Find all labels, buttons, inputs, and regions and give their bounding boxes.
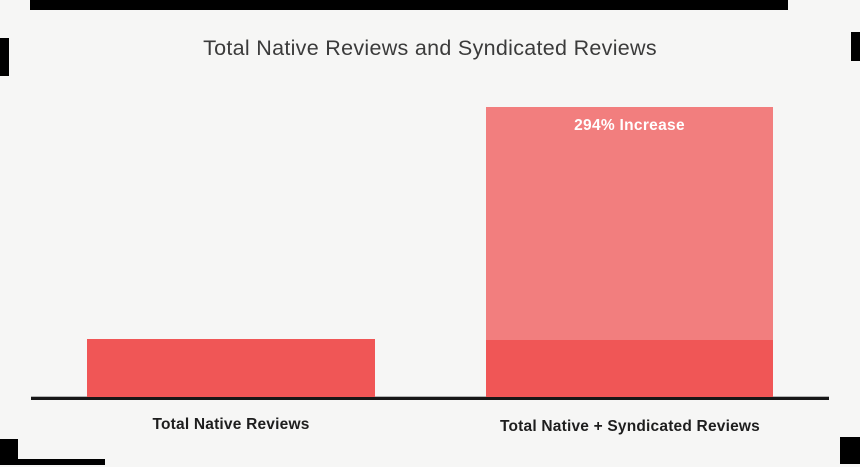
transparency-artifact-bottom-strip [0,459,105,465]
chart-title: Total Native Reviews and Syndicated Revi… [203,36,657,60]
x-label-total-native-reviews: Total Native Reviews [152,416,310,433]
bar-total-native-reviews [87,339,375,397]
transparency-artifact-bottom-right [840,437,860,464]
transparency-artifact-left-sliver [0,38,9,76]
x-label-total-native-syndicated-reviews: Total Native + Syndicated Reviews [499,418,760,435]
increase-annotation: 294% Increase [574,117,685,134]
x-axis-line [31,397,829,400]
transparency-artifact-bottom-left [0,439,18,465]
transparency-artifact-right-sliver [851,32,860,61]
bar-segment-native-portion [486,340,773,397]
bar-total-native-syndicated-reviews: 294% Increase [486,107,773,397]
transparency-artifact-top-strip [30,0,788,10]
